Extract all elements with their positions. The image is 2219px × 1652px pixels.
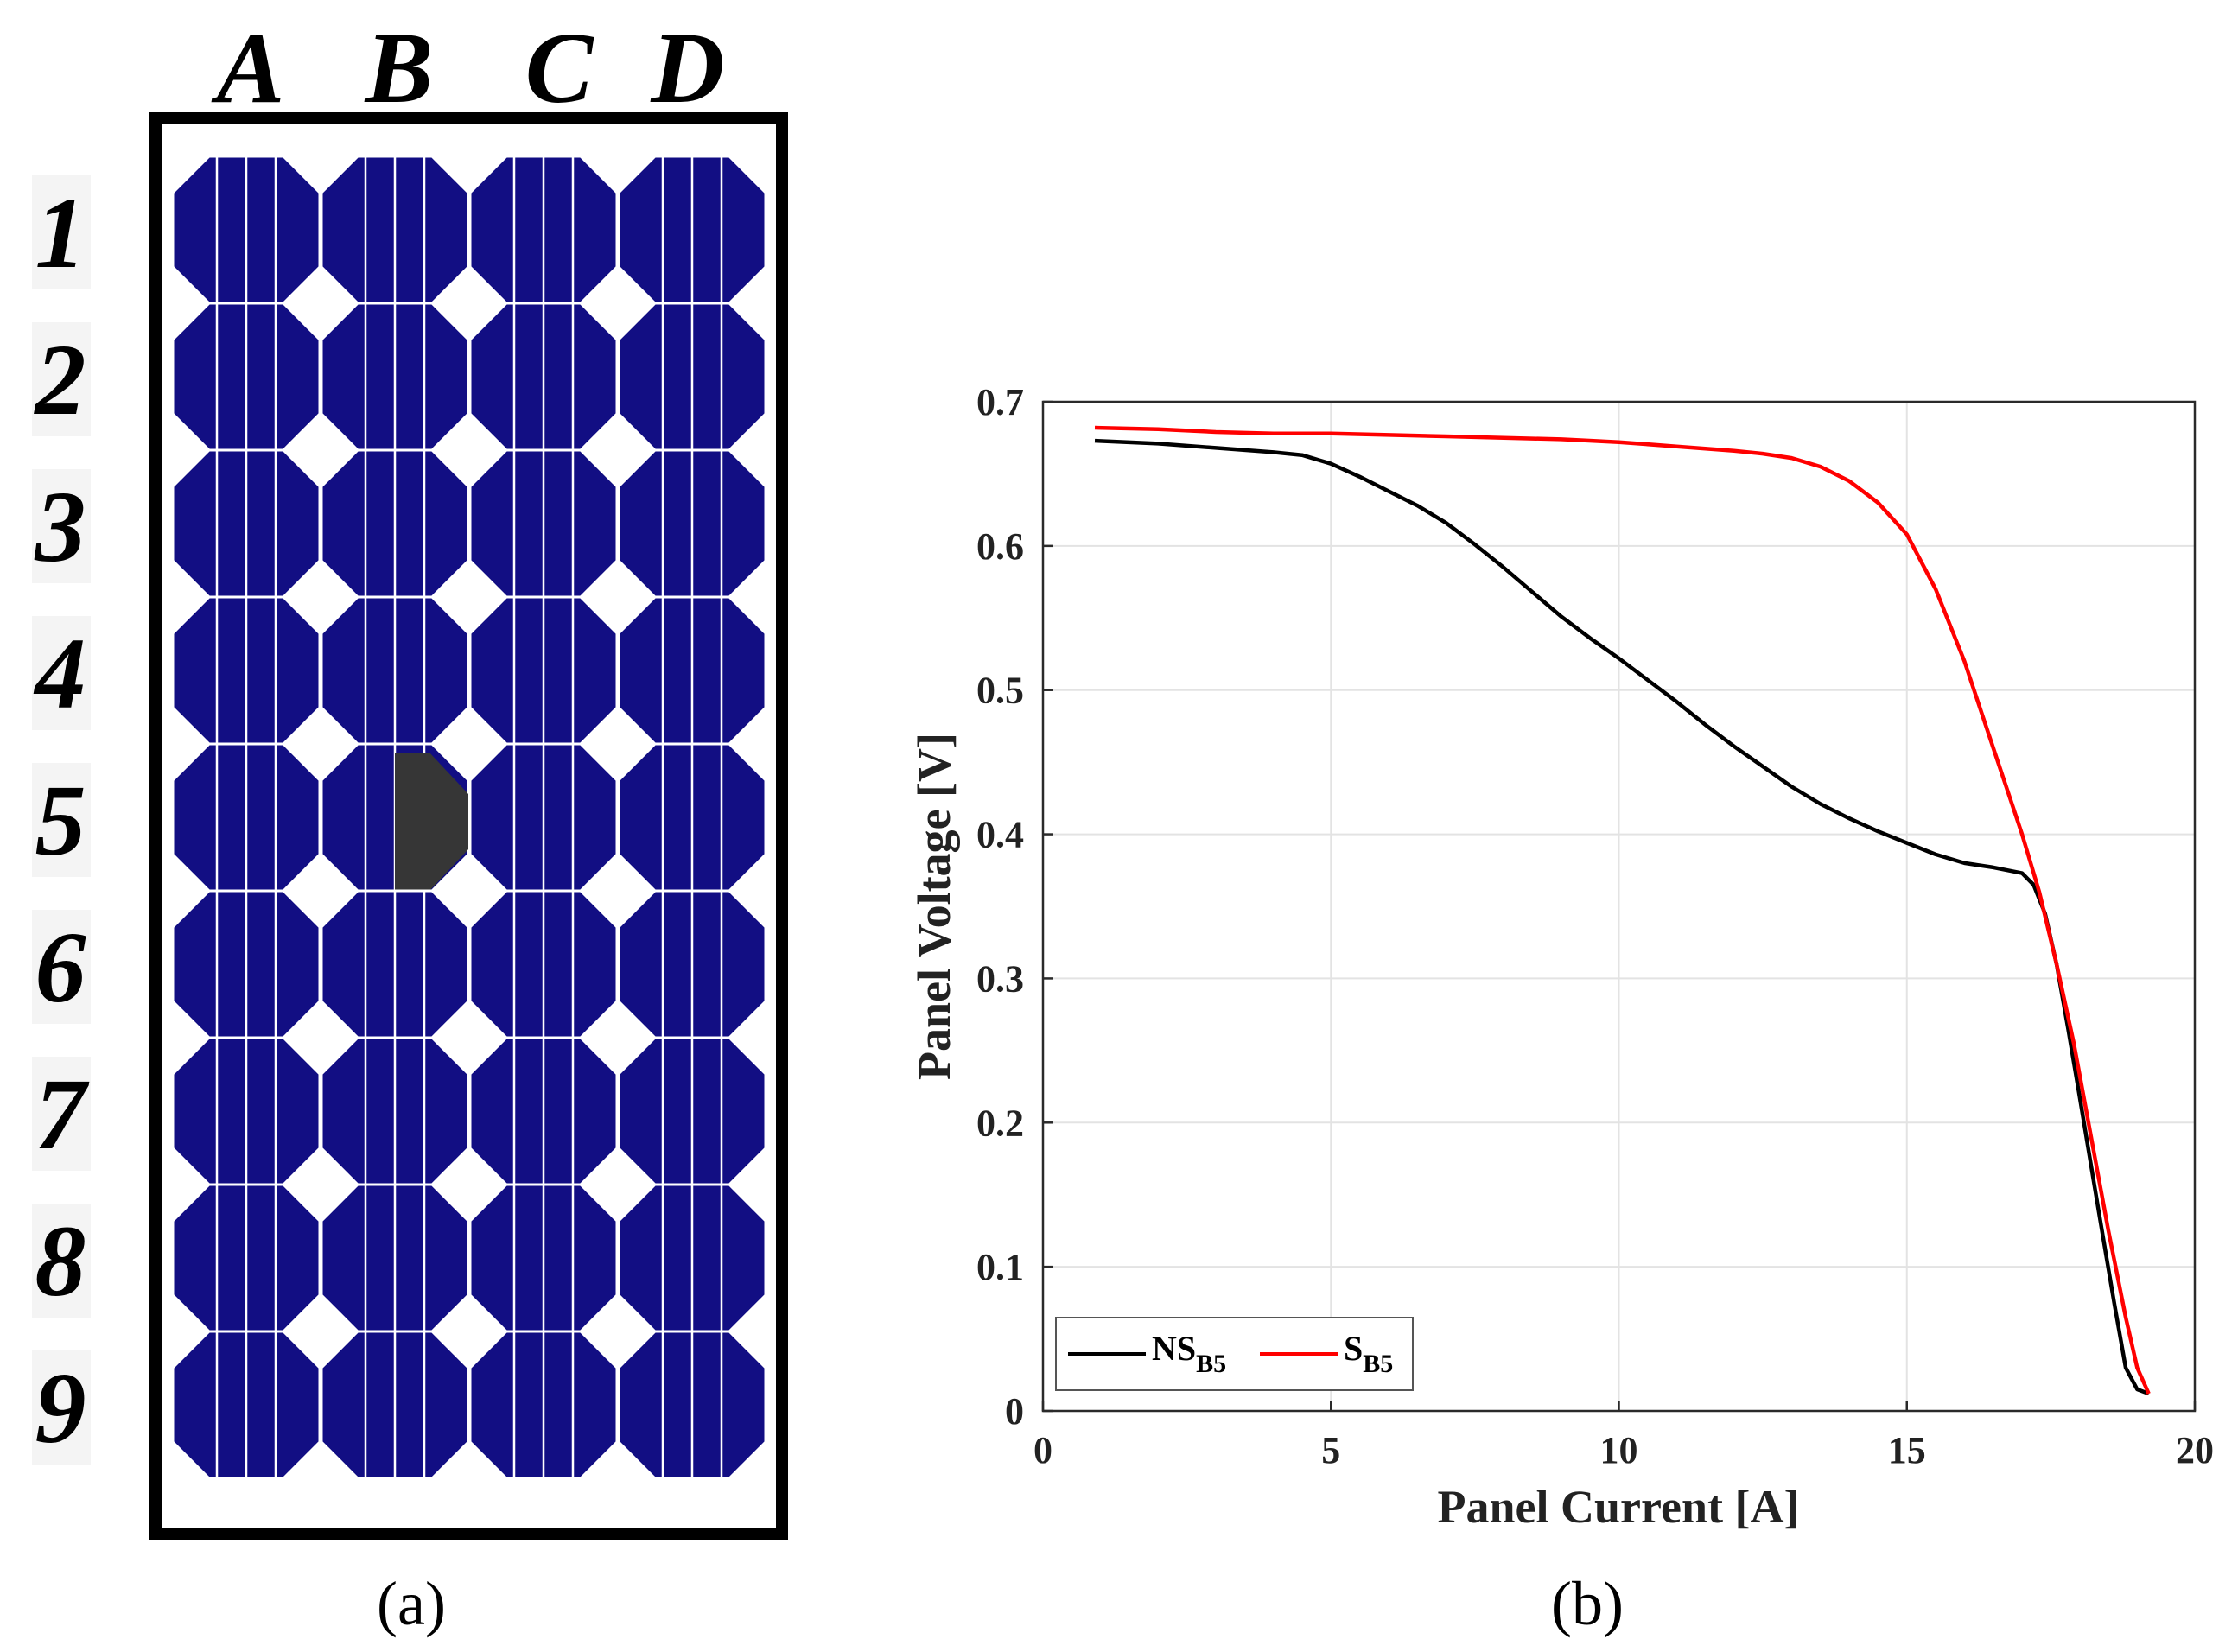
cell-c6 bbox=[468, 889, 619, 1039]
cell-c1 bbox=[468, 155, 619, 305]
row-label-5: 5 bbox=[35, 764, 86, 877]
cell-c4 bbox=[468, 595, 619, 746]
cell-d7 bbox=[617, 1036, 767, 1186]
cell-a6 bbox=[171, 889, 321, 1039]
cell-a4 bbox=[171, 595, 321, 746]
y-tick-label: 0.5 bbox=[976, 670, 1024, 712]
column-label-c: C bbox=[525, 11, 594, 124]
cell-a9 bbox=[171, 1330, 321, 1480]
cell-a3 bbox=[171, 448, 321, 599]
y-tick-label: 0.2 bbox=[976, 1102, 1024, 1144]
row-label-bg bbox=[32, 910, 91, 1024]
cell-a8 bbox=[171, 1183, 321, 1333]
cell-d8 bbox=[617, 1183, 767, 1333]
cell-d6 bbox=[617, 889, 767, 1039]
y-tick-label: 0.1 bbox=[976, 1246, 1024, 1288]
cell-b3 bbox=[320, 448, 470, 599]
cell-a1 bbox=[171, 155, 321, 305]
row-label-bg bbox=[32, 469, 91, 583]
iv-chart-panel: 0 5 10 15 20 0 0.1 0.2 0.3 0.4 0.5 0.6 0.7 Panel Cu… bbox=[908, 381, 2214, 1638]
x-tick-label: 20 bbox=[2176, 1429, 2214, 1471]
legend: NSB5 SB5 bbox=[1055, 1317, 1414, 1391]
cell-a2 bbox=[171, 302, 321, 452]
x-tick-label: 15 bbox=[1888, 1429, 1926, 1471]
caption-b: (b) bbox=[1551, 1569, 1624, 1638]
cell-c8 bbox=[468, 1183, 619, 1333]
x-tick-labels: 0 5 10 15 20 bbox=[1033, 1401, 2214, 1471]
cell-c3 bbox=[468, 448, 619, 599]
column-labels: A B C D bbox=[211, 11, 725, 124]
cell-d9 bbox=[617, 1330, 767, 1480]
row-label-6: 6 bbox=[35, 911, 86, 1024]
cell-a7 bbox=[171, 1036, 321, 1186]
cell-b6 bbox=[320, 889, 470, 1039]
cell-c2 bbox=[468, 302, 619, 452]
x-tick-label: 0 bbox=[1033, 1429, 1052, 1471]
cell-b2 bbox=[320, 302, 470, 452]
row-label-3: 3 bbox=[35, 470, 86, 583]
cell-b9 bbox=[320, 1330, 470, 1480]
cell-d1 bbox=[617, 155, 767, 305]
cell-grid bbox=[171, 155, 767, 1480]
y-tick-label: 0.4 bbox=[976, 814, 1024, 856]
cell-d5 bbox=[617, 742, 767, 893]
y-tick-labels: 0 0.1 0.2 0.3 0.4 0.5 0.6 0.7 bbox=[976, 381, 1053, 1433]
row-label-bg bbox=[32, 1350, 91, 1465]
column-label-b: B bbox=[364, 11, 434, 124]
grid-lines bbox=[1043, 402, 2195, 1411]
column-label-a: A bbox=[211, 11, 285, 124]
row-label-7: 7 bbox=[35, 1058, 90, 1171]
cell-c7 bbox=[468, 1036, 619, 1186]
row-label-bg bbox=[32, 322, 91, 436]
cell-d2 bbox=[617, 302, 767, 452]
series-lines bbox=[1094, 425, 2151, 1396]
series-line-s-b5 bbox=[1094, 425, 2151, 1395]
row-label-9: 9 bbox=[35, 1351, 86, 1465]
row-labels: 1 2 3 4 5 6 7 8 9 bbox=[32, 175, 91, 1465]
legend-label-ns: NSB5 bbox=[1152, 1329, 1226, 1378]
x-tick-label: 10 bbox=[1600, 1429, 1638, 1471]
row-label-bg bbox=[32, 763, 91, 877]
x-tick-label: 5 bbox=[1321, 1429, 1340, 1471]
row-label-bg bbox=[32, 175, 91, 289]
y-tick-label: 0.3 bbox=[976, 957, 1024, 1000]
cell-b1 bbox=[320, 155, 470, 305]
x-axis-title: Panel Current [A] bbox=[1438, 1481, 1800, 1533]
cell-b7 bbox=[320, 1036, 470, 1186]
row-label-bg bbox=[32, 1204, 91, 1318]
y-tick-label: 0.7 bbox=[976, 381, 1024, 423]
row-label-1: 1 bbox=[35, 176, 86, 289]
cell-b5 bbox=[320, 742, 470, 893]
row-label-bg bbox=[32, 1057, 91, 1171]
column-label-d: D bbox=[650, 11, 724, 124]
y-tick-label: 0 bbox=[1005, 1390, 1024, 1433]
row-label-8: 8 bbox=[35, 1204, 86, 1318]
cell-b4 bbox=[320, 595, 470, 746]
cell-b8 bbox=[320, 1183, 470, 1333]
cell-c9 bbox=[468, 1330, 619, 1480]
legend-box bbox=[1055, 1317, 1414, 1391]
cell-a5 bbox=[171, 742, 321, 893]
row-label-2: 2 bbox=[34, 323, 86, 436]
series-line-ns-b5 bbox=[1094, 438, 2150, 1396]
y-tick-label: 0.6 bbox=[976, 525, 1024, 568]
shaded-region bbox=[395, 753, 468, 891]
cell-d3 bbox=[617, 448, 767, 599]
legend-label-s: SB5 bbox=[1344, 1329, 1393, 1378]
y-axis-title: Panel Voltage [V] bbox=[908, 733, 960, 1080]
caption-a: (a) bbox=[377, 1569, 446, 1638]
cell-c5 bbox=[468, 742, 619, 893]
row-label-bg bbox=[32, 616, 91, 730]
row-label-4: 4 bbox=[34, 617, 86, 730]
cell-d4 bbox=[617, 595, 767, 746]
solar-module-panel: A B C D 1 2 3 4 5 6 7 8 9 (a) bbox=[32, 11, 788, 1638]
